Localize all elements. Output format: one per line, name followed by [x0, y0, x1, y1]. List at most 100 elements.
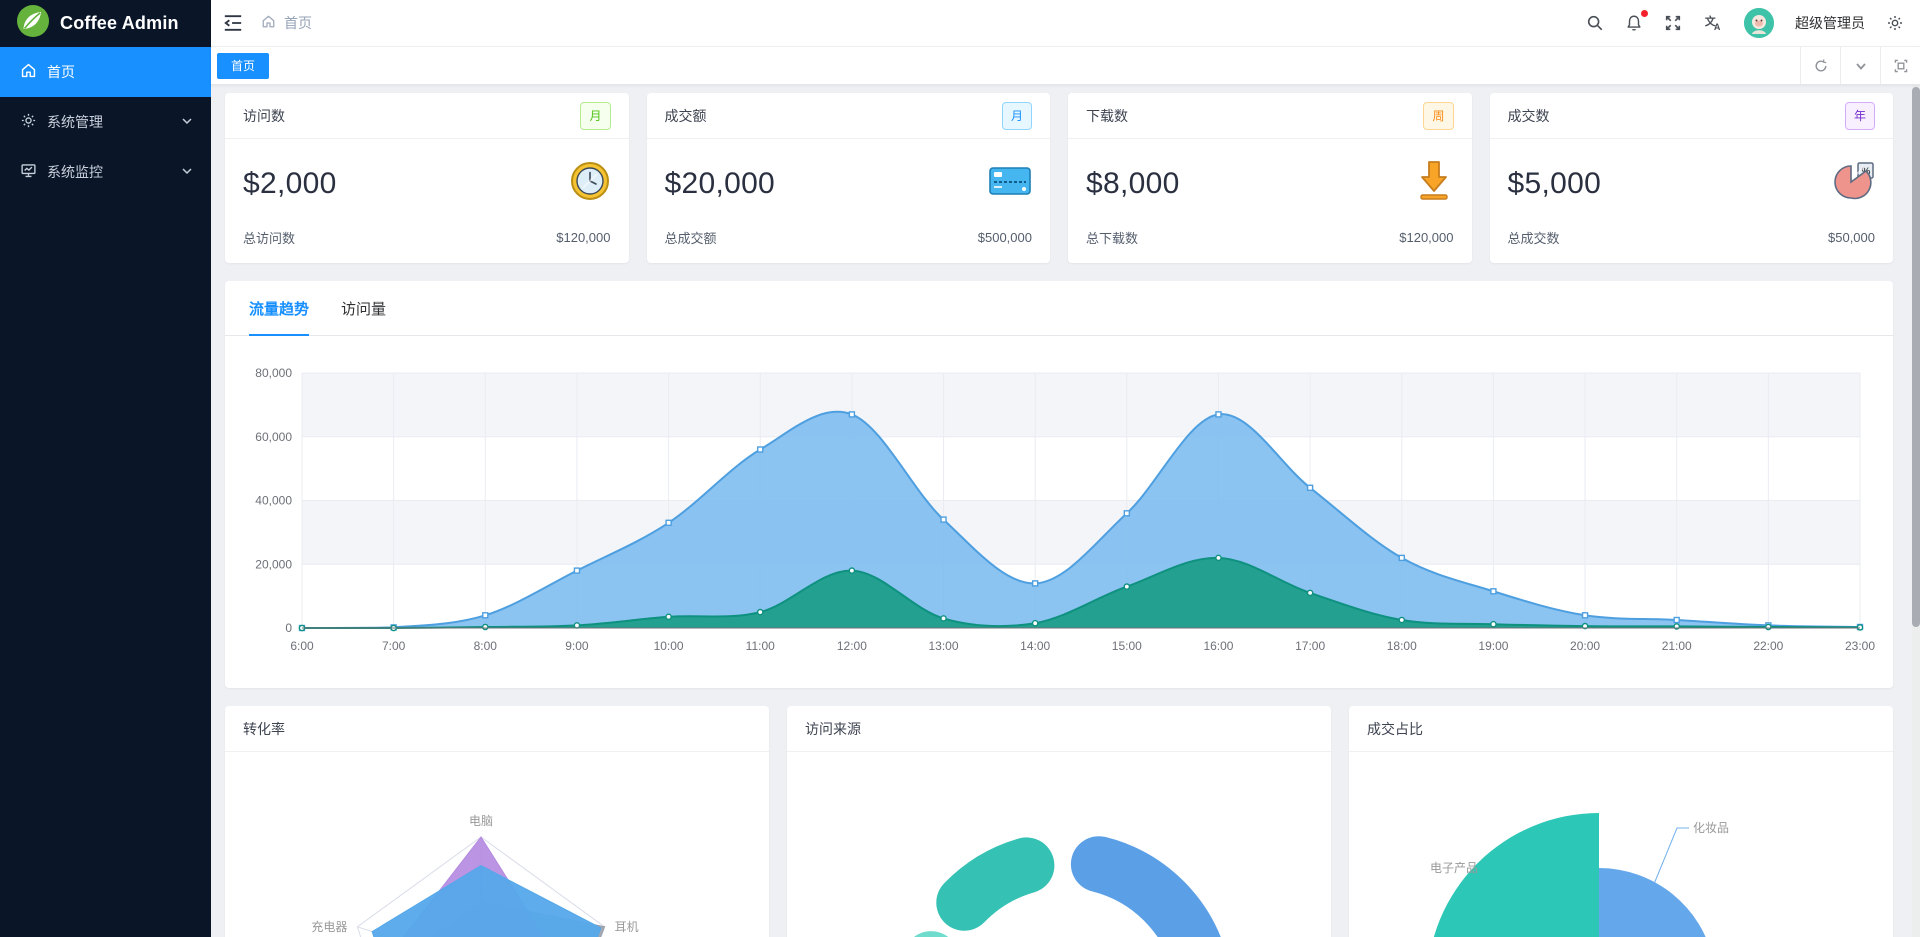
svg-text:耳机: 耳机	[615, 920, 639, 934]
stat-card-title: 下载数	[1086, 107, 1128, 124]
svg-text:80,000: 80,000	[255, 366, 292, 380]
fullscreen-icon[interactable]	[1664, 14, 1682, 32]
stat-footer-value: $120,000	[556, 230, 611, 245]
sidebar-item-label: 首页	[47, 64, 75, 80]
home-icon	[261, 14, 276, 32]
download-icon	[1414, 159, 1454, 208]
svg-text:40,000: 40,000	[255, 494, 292, 508]
svg-text:9:00: 9:00	[565, 639, 589, 653]
stat-card-deals: 成交数 年 $5,000 %	[1489, 93, 1893, 263]
svg-text:6:00: 6:00	[290, 639, 314, 653]
search-icon[interactable]	[1586, 14, 1604, 32]
visit-source-card: 访问来源	[787, 706, 1331, 937]
tab-traffic-trend[interactable]: 流量趋势	[249, 298, 310, 336]
avatar[interactable]	[1744, 8, 1774, 38]
chevron-down-icon	[181, 114, 193, 130]
chevron-down-icon[interactable]	[1840, 47, 1880, 84]
sidebar-item-system-management[interactable]: 系统管理	[0, 97, 211, 147]
scrollbar-thumb[interactable]	[1912, 87, 1920, 627]
svg-text:21:00: 21:00	[1662, 639, 1692, 653]
svg-text:11:00: 11:00	[746, 639, 775, 653]
period-badge: 月	[1001, 101, 1032, 130]
svg-text:13:00: 13:00	[929, 639, 959, 653]
svg-text:18:00: 18:00	[1387, 639, 1417, 653]
svg-text:15:00: 15:00	[1112, 639, 1142, 653]
deal-share-pie-chart: 电子产品 化妆品	[1349, 752, 1893, 937]
stat-footer-value: $500,000	[977, 230, 1032, 245]
stat-value: $8,000	[1086, 166, 1180, 200]
stat-footer-label: 总访问数	[243, 231, 296, 246]
svg-text:19:00: 19:00	[1478, 639, 1508, 653]
stat-card-visits: 访问数 月 $2,000	[225, 93, 629, 263]
translate-icon[interactable]: 文 A	[1703, 14, 1723, 32]
home-icon	[20, 62, 37, 82]
breadcrumb[interactable]: 首页	[261, 13, 312, 33]
pie-icon: %	[1831, 160, 1875, 207]
tab-home[interactable]: 首页	[217, 52, 270, 79]
bell-icon[interactable]	[1625, 10, 1648, 32]
svg-text:8:00: 8:00	[474, 639, 498, 653]
scrollbar-track[interactable]	[1912, 85, 1920, 937]
conversion-card: 转化率 电脑耳机 充电器	[225, 706, 769, 937]
menu-fold-icon[interactable]	[223, 13, 243, 33]
svg-text:12:00: 12:00	[837, 639, 867, 653]
stat-value: $5,000	[1507, 166, 1602, 200]
topbar: 首页	[211, 0, 1920, 47]
gear-icon[interactable]	[1886, 14, 1904, 32]
leaf-logo-icon	[16, 4, 50, 43]
traffic-trend-chart: 0 20,000 40,000 60,000 80,000 6:00 7:00 8:00 9:0…	[225, 336, 1893, 678]
stat-card-downloads: 下载数 周 $8,000 总下载数	[1068, 93, 1472, 263]
svg-text:23:00: 23:00	[1845, 639, 1875, 653]
svg-text:60,000: 60,000	[255, 430, 292, 444]
visit-source-donut-chart	[787, 752, 1331, 937]
svg-text:文: 文	[1704, 15, 1716, 28]
brand-logo[interactable]: Coffee Admin	[0, 0, 211, 47]
svg-text:A: A	[1714, 22, 1721, 32]
period-badge: 周	[1423, 101, 1454, 130]
refresh-icon[interactable]	[1800, 47, 1840, 84]
stat-card-title: 成交数	[1507, 107, 1550, 124]
trend-card: 流量趋势 访问量 0 20,000 40,000 60,000 80,000 6:00 7:…	[225, 281, 1893, 688]
sidebar: Coffee Admin 首页 系统管理	[0, 0, 211, 937]
stat-card-title: 成交额	[664, 107, 707, 124]
svg-text:22:00: 22:00	[1753, 639, 1783, 653]
conversion-radar-chart: 电脑耳机 充电器	[225, 752, 769, 937]
svg-text:14:00: 14:00	[1020, 639, 1050, 653]
svg-text:17:00: 17:00	[1295, 639, 1325, 653]
clock-icon	[569, 160, 611, 207]
svg-text:0: 0	[285, 621, 292, 635]
svg-text:16:00: 16:00	[1203, 639, 1233, 653]
svg-text:充电器: 充电器	[311, 919, 347, 934]
period-badge: 月	[580, 101, 611, 130]
sidebar-item-home[interactable]: 首页	[0, 47, 211, 97]
credit-card-icon	[988, 163, 1032, 204]
sidebar-item-label: 系统管理	[47, 114, 103, 130]
breadcrumb-label: 首页	[284, 15, 312, 31]
stat-footer-label: 总下载数	[1086, 231, 1139, 246]
svg-text:电子产品: 电子产品	[1430, 861, 1478, 875]
username[interactable]: 超级管理员	[1795, 15, 1865, 31]
tab-visit-volume[interactable]: 访问量	[341, 301, 387, 318]
stat-card-title: 访问数	[243, 107, 285, 124]
stat-footer-value: $120,000	[1399, 230, 1454, 245]
card-title: 访问来源	[805, 720, 861, 737]
svg-text:电脑: 电脑	[469, 814, 493, 828]
stat-card-turnover: 成交额 月 $20,000	[646, 93, 1050, 263]
gear-icon	[20, 112, 37, 132]
monitor-icon	[20, 162, 37, 182]
svg-text:7:00: 7:00	[382, 639, 406, 653]
tabbar: 首页	[211, 47, 1920, 85]
sidebar-item-label: 系统监控	[47, 164, 103, 180]
card-title: 转化率	[243, 720, 285, 737]
page-content: 访问数 月 $2,000	[211, 85, 1920, 937]
maximize-icon[interactable]	[1880, 47, 1920, 84]
stat-value: $20,000	[664, 166, 776, 200]
sidebar-item-system-monitor[interactable]: 系统监控	[0, 147, 211, 197]
stat-value: $2,000	[243, 166, 337, 200]
svg-text:化妆品: 化妆品	[1693, 821, 1729, 835]
svg-text:20,000: 20,000	[255, 557, 292, 571]
stat-footer-label: 总成交数	[1507, 231, 1560, 246]
deal-share-card: 成交占比 电子产品 化妆品	[1349, 706, 1893, 937]
notification-dot	[1641, 10, 1648, 17]
